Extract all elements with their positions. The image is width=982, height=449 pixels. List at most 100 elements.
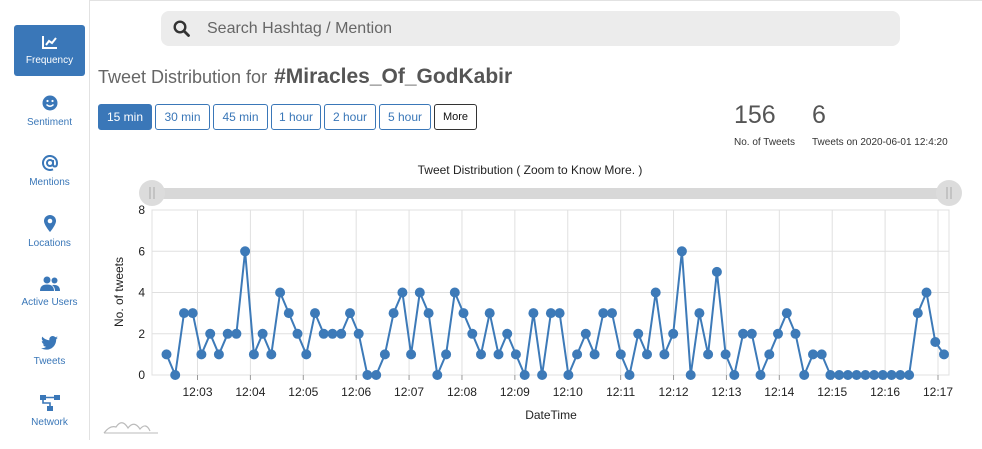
data-point[interactable]	[939, 349, 949, 360]
data-point[interactable]	[554, 308, 565, 319]
data-point[interactable]	[222, 328, 233, 339]
data-point[interactable]	[310, 308, 320, 319]
data-point[interactable]	[379, 349, 390, 360]
data-point[interactable]	[161, 349, 172, 360]
data-point[interactable]	[930, 337, 941, 347]
sidebar-item-active-users[interactable]: Active Users	[14, 266, 85, 317]
data-point[interactable]	[615, 349, 626, 360]
data-point[interactable]	[467, 328, 478, 339]
data-point[interactable]	[388, 308, 399, 319]
data-point[interactable]	[432, 370, 443, 380]
interval-15min-button[interactable]: 15 min	[98, 104, 152, 130]
search-icon[interactable]	[173, 20, 190, 37]
sidebar-item-sentiment[interactable]: Sentiment	[14, 86, 85, 137]
sidebar-item-network[interactable]: Network	[14, 386, 85, 437]
data-point[interactable]	[301, 349, 312, 360]
data-point[interactable]	[869, 370, 880, 380]
data-point[interactable]	[563, 370, 574, 380]
data-point[interactable]	[187, 308, 198, 319]
data-point[interactable]	[589, 349, 600, 360]
data-point[interactable]	[834, 370, 845, 380]
data-point[interactable]	[266, 349, 277, 360]
data-point[interactable]	[711, 266, 722, 277]
data-point[interactable]	[545, 308, 556, 319]
data-point[interactable]	[624, 370, 635, 380]
sidebar-item-frequency[interactable]: Frequency	[14, 25, 85, 76]
data-point[interactable]	[676, 246, 687, 257]
interval-45min-button[interactable]: 45 min	[213, 104, 268, 130]
data-point[interactable]	[825, 370, 836, 380]
data-point[interactable]	[912, 308, 923, 319]
zoom-slider-left-handle[interactable]	[139, 180, 165, 206]
data-point[interactable]	[537, 370, 548, 380]
data-point[interactable]	[895, 370, 906, 380]
data-point[interactable]	[502, 328, 513, 339]
data-point[interactable]	[755, 370, 766, 380]
zoom-slider-right-handle[interactable]	[936, 180, 962, 206]
data-point[interactable]	[484, 308, 495, 319]
zoom-slider[interactable]	[139, 180, 962, 206]
data-point[interactable]	[397, 287, 408, 298]
data-point[interactable]	[799, 370, 810, 380]
sidebar-item-tweets[interactable]: Tweets	[14, 326, 85, 377]
data-point[interactable]	[580, 328, 591, 339]
data-point[interactable]	[318, 328, 329, 339]
data-point[interactable]	[572, 349, 583, 360]
data-point[interactable]	[327, 328, 338, 339]
data-point[interactable]	[659, 349, 670, 360]
data-point[interactable]	[729, 370, 740, 380]
data-point[interactable]	[746, 328, 757, 339]
data-point[interactable]	[650, 287, 661, 298]
data-point[interactable]	[703, 349, 714, 360]
data-point[interactable]	[292, 328, 303, 339]
data-point[interactable]	[642, 349, 652, 360]
data-point[interactable]	[476, 349, 486, 360]
data-point[interactable]	[414, 287, 425, 298]
data-point[interactable]	[519, 370, 530, 380]
data-point[interactable]	[877, 370, 888, 380]
data-point[interactable]	[808, 349, 818, 360]
data-point[interactable]	[371, 370, 382, 380]
data-point[interactable]	[458, 308, 469, 319]
data-point[interactable]	[790, 328, 801, 339]
data-point[interactable]	[510, 349, 521, 360]
data-point[interactable]	[668, 328, 679, 339]
data-point[interactable]	[493, 349, 504, 360]
data-point[interactable]	[248, 349, 259, 360]
data-point[interactable]	[738, 328, 749, 339]
interval-2hour-button[interactable]: 2 hour	[324, 104, 376, 130]
data-point[interactable]	[353, 328, 364, 339]
data-point[interactable]	[423, 308, 434, 319]
interval-30min-button[interactable]: 30 min	[155, 104, 210, 130]
interval-1hour-button[interactable]: 1 hour	[271, 104, 321, 130]
sidebar-item-locations[interactable]: Locations	[14, 206, 85, 257]
data-point[interactable]	[170, 370, 181, 380]
data-point[interactable]	[694, 308, 705, 319]
data-point[interactable]	[773, 328, 783, 339]
data-point[interactable]	[231, 328, 242, 339]
data-point[interactable]	[633, 328, 644, 339]
data-point[interactable]	[336, 328, 347, 339]
data-point[interactable]	[904, 370, 915, 380]
data-point[interactable]	[842, 370, 853, 380]
sidebar-item-mentions[interactable]: Mentions	[14, 146, 85, 197]
data-point[interactable]	[720, 349, 731, 360]
data-point[interactable]	[816, 349, 827, 360]
data-point[interactable]	[441, 349, 452, 360]
data-point[interactable]	[205, 328, 216, 339]
zoom-slider-track[interactable]	[152, 188, 949, 199]
data-point[interactable]	[449, 287, 460, 298]
data-point[interactable]	[283, 308, 294, 319]
data-point[interactable]	[685, 370, 696, 380]
data-point[interactable]	[196, 349, 207, 360]
interval-5hour-button[interactable]: 5 hour	[379, 104, 431, 130]
data-point[interactable]	[886, 370, 897, 380]
data-point[interactable]	[860, 370, 871, 380]
data-point[interactable]	[598, 308, 609, 319]
data-point[interactable]	[607, 308, 617, 319]
data-point[interactable]	[406, 349, 417, 360]
data-point[interactable]	[257, 328, 268, 339]
data-point[interactable]	[240, 246, 251, 257]
data-point[interactable]	[213, 349, 224, 360]
